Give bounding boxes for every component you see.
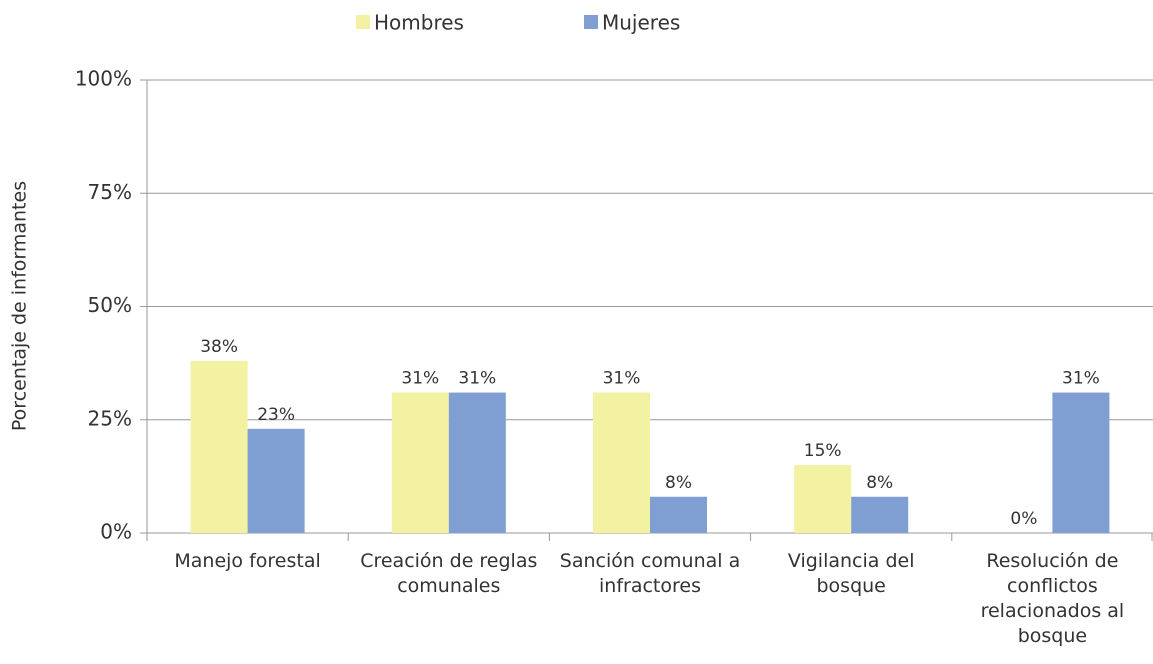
data-label: 31%: [1062, 369, 1100, 389]
x-tick-label: Manejo forestal: [174, 550, 321, 572]
bar: [448, 392, 506, 533]
legend-label: Hombres: [374, 11, 464, 35]
data-label: 23%: [257, 405, 295, 425]
bar: [247, 428, 305, 533]
data-label: 8%: [665, 473, 692, 493]
bar: [593, 392, 650, 533]
data-label: 31%: [458, 369, 496, 389]
bar: [391, 392, 449, 533]
bar: [1052, 392, 1110, 533]
legend-swatch: [584, 15, 598, 29]
y-tick-label: 25%: [88, 406, 132, 430]
data-label: 15%: [804, 441, 842, 461]
legend-label: Mujeres: [602, 11, 680, 35]
y-tick-label: 100%: [75, 67, 132, 91]
data-label: 38%: [200, 337, 238, 357]
bar: [794, 465, 852, 533]
bar: [851, 496, 909, 533]
y-tick-label: 50%: [88, 293, 132, 317]
legend-swatch: [356, 15, 370, 29]
data-label: 31%: [603, 369, 641, 389]
y-tick-label: 75%: [88, 180, 132, 204]
y-axis-label: Porcentaje de informantes: [9, 181, 31, 431]
x-tick-label: Vigilancia del bosque: [787, 550, 915, 597]
data-label: 0%: [1010, 509, 1037, 529]
x-tick-label: Creación de reglas comunales: [360, 550, 538, 597]
data-label: 31%: [401, 369, 439, 389]
x-tick-label: Resolución de conflictos relacionados al…: [980, 550, 1125, 647]
bar: [650, 496, 707, 533]
data-label: 8%: [866, 473, 893, 493]
bar: [190, 360, 248, 533]
y-tick-label: 0%: [100, 520, 132, 544]
x-tick-label: Sanción comunal a infractores: [559, 550, 741, 597]
